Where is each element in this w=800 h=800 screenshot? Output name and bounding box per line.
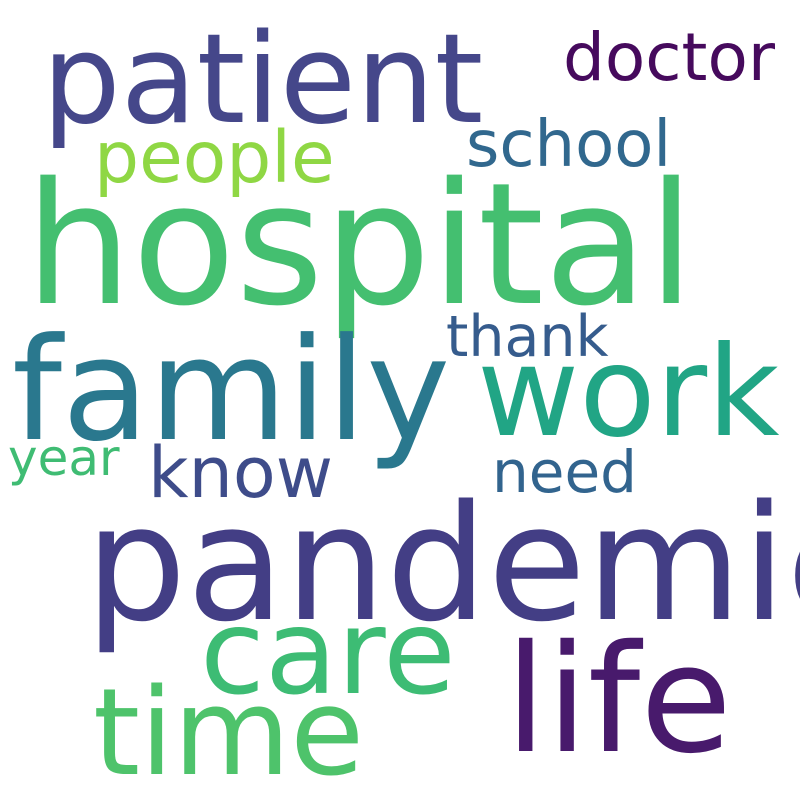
word-thank: thank bbox=[446, 304, 609, 370]
word-school: school bbox=[466, 108, 672, 182]
word-doctor: doctor bbox=[563, 19, 775, 96]
word-patient: patient bbox=[42, 8, 484, 152]
word-pandemic: pandemic bbox=[85, 470, 800, 657]
word-know: know bbox=[148, 432, 333, 514]
word-family: family bbox=[12, 308, 451, 473]
word-time: time bbox=[93, 664, 365, 800]
word-need: need bbox=[492, 438, 637, 506]
word-year: year bbox=[8, 429, 120, 487]
word-hospital: hospital bbox=[25, 146, 695, 343]
word-people: people bbox=[94, 116, 335, 199]
word-care: care bbox=[200, 583, 456, 721]
word-work: work bbox=[477, 320, 780, 465]
word-life: life bbox=[505, 614, 732, 787]
